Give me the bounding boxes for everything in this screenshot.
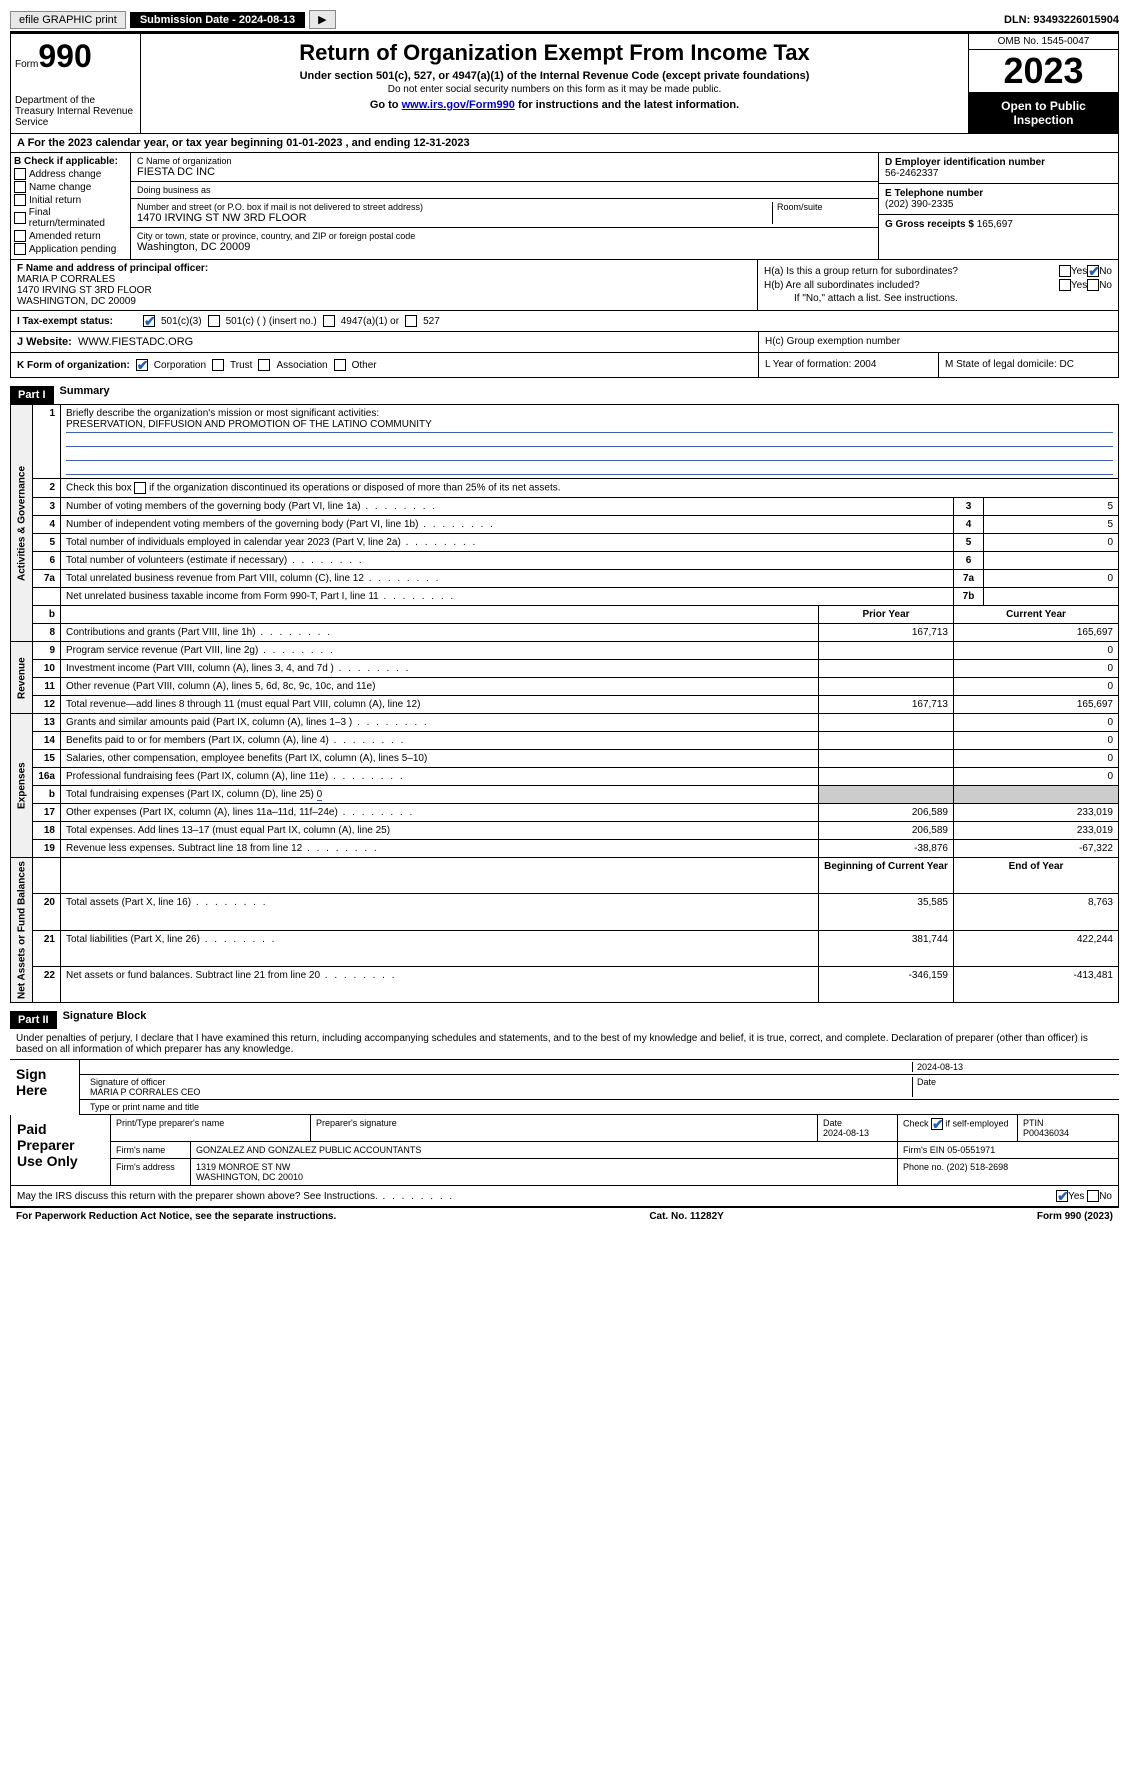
perjury-statement: Under penalties of perjury, I declare th… bbox=[10, 1029, 1119, 1059]
corporation-checkbox[interactable] bbox=[136, 359, 148, 371]
sign-here-block: Sign Here 2024-08-13 Signature of office… bbox=[10, 1059, 1119, 1115]
other-checkbox[interactable] bbox=[334, 359, 346, 371]
box-i: I Tax-exempt status: 501(c)(3) 501(c) ( … bbox=[10, 311, 1119, 332]
org-name: FIESTA DC INC bbox=[137, 166, 872, 178]
final-return-checkbox[interactable] bbox=[14, 212, 26, 224]
box-j: J Website: WWW.FIESTADC.ORG bbox=[11, 332, 758, 352]
website-value: WWW.FIESTADC.ORG bbox=[78, 336, 193, 348]
inspection-badge: Open to Public Inspection bbox=[969, 93, 1118, 133]
address-change-checkbox[interactable] bbox=[14, 168, 26, 180]
4947-checkbox[interactable] bbox=[323, 315, 335, 327]
box-hc: H(c) Group exemption number bbox=[758, 332, 1118, 352]
ptin-value: P00436034 bbox=[1023, 1128, 1069, 1138]
officer-signature-name: MARIA P CORRALES CEO bbox=[90, 1087, 200, 1097]
name-change-checkbox[interactable] bbox=[14, 181, 26, 193]
trust-checkbox[interactable] bbox=[212, 359, 224, 371]
527-checkbox[interactable] bbox=[405, 315, 417, 327]
box-d-e-g: D Employer identification number56-24623… bbox=[878, 153, 1118, 259]
ha-yes-checkbox[interactable] bbox=[1059, 265, 1071, 277]
box-b: B Check if applicable: Address change Na… bbox=[11, 153, 131, 259]
part2-header: Part II Signature Block bbox=[10, 1003, 1119, 1029]
form-header: Form990 Department of the Treasury Inter… bbox=[10, 33, 1119, 134]
phone-value: (202) 390-2335 bbox=[885, 199, 1112, 210]
box-m: M State of legal domicile: DC bbox=[938, 353, 1118, 377]
ein-value: 56-2462337 bbox=[885, 168, 1112, 179]
tax-year: 2023 bbox=[969, 50, 1118, 93]
501c3-checkbox[interactable] bbox=[143, 315, 155, 327]
summary-table: Activities & Governance 1 Briefly descri… bbox=[10, 404, 1119, 1003]
discuss-row: May the IRS discuss this return with the… bbox=[10, 1186, 1119, 1207]
form-title: Return of Organization Exempt From Incom… bbox=[147, 40, 962, 66]
hb-no-checkbox[interactable] bbox=[1087, 279, 1099, 291]
ha-no-checkbox[interactable] bbox=[1087, 265, 1099, 277]
form-warning: Do not enter social security numbers on … bbox=[147, 84, 962, 95]
firm-name: GONZALEZ AND GONZALEZ PUBLIC ACCOUNTANTS bbox=[191, 1142, 898, 1158]
efile-print-button[interactable]: efile GRAPHIC print bbox=[10, 11, 126, 29]
amended-return-checkbox[interactable] bbox=[14, 230, 26, 242]
irs-link[interactable]: www.irs.gov/Form990 bbox=[402, 99, 515, 111]
form-prefix: Form bbox=[15, 59, 38, 70]
application-pending-checkbox[interactable] bbox=[14, 243, 26, 255]
mission-text: PRESERVATION, DIFFUSION AND PROMOTION OF… bbox=[66, 419, 1113, 433]
gross-receipts: 165,697 bbox=[977, 219, 1013, 230]
box-h: H(a) Is this a group return for subordin… bbox=[758, 260, 1118, 310]
officer-name: MARIA P CORRALES bbox=[17, 274, 751, 285]
hb-yes-checkbox[interactable] bbox=[1059, 279, 1071, 291]
submission-date: Submission Date - 2024-08-13 bbox=[130, 12, 305, 28]
discuss-yes-checkbox[interactable] bbox=[1056, 1190, 1068, 1202]
vlabel-governance: Activities & Governance bbox=[11, 405, 33, 642]
box-k: K Form of organization: Corporation Trus… bbox=[11, 353, 758, 377]
discontinued-checkbox[interactable] bbox=[134, 482, 146, 494]
form-number: 990 bbox=[38, 38, 91, 74]
discuss-no-checkbox[interactable] bbox=[1087, 1190, 1099, 1202]
box-c: C Name of organizationFIESTA DC INC Doin… bbox=[131, 153, 878, 259]
next-button[interactable]: ▶ bbox=[309, 10, 335, 29]
top-bar: efile GRAPHIC print Submission Date - 20… bbox=[10, 10, 1119, 33]
initial-return-checkbox[interactable] bbox=[14, 194, 26, 206]
box-f: F Name and address of principal officer:… bbox=[11, 260, 758, 310]
goto-line: Go to www.irs.gov/Form990 for instructio… bbox=[147, 99, 962, 111]
city-state-zip: Washington, DC 20009 bbox=[137, 241, 872, 253]
part1-header: Part I Summary bbox=[10, 378, 1119, 404]
line-a-tax-year: A For the 2023 calendar year, or tax yea… bbox=[10, 134, 1119, 153]
paid-preparer-block: Paid Preparer Use Only Print/Type prepar… bbox=[10, 1115, 1119, 1186]
box-l: L Year of formation: 2004 bbox=[758, 353, 938, 377]
department-label: Department of the Treasury Internal Reve… bbox=[15, 95, 136, 128]
page-footer: For Paperwork Reduction Act Notice, see … bbox=[10, 1207, 1119, 1225]
501c-checkbox[interactable] bbox=[208, 315, 220, 327]
omb-number: OMB No. 1545-0047 bbox=[969, 34, 1118, 50]
association-checkbox[interactable] bbox=[258, 359, 270, 371]
form-subtitle: Under section 501(c), 527, or 4947(a)(1)… bbox=[147, 70, 962, 82]
street-address: 1470 IRVING ST NW 3RD FLOOR bbox=[137, 212, 772, 224]
dln-label: DLN: 93493226015904 bbox=[1004, 14, 1119, 26]
self-employed-checkbox[interactable] bbox=[931, 1118, 943, 1130]
